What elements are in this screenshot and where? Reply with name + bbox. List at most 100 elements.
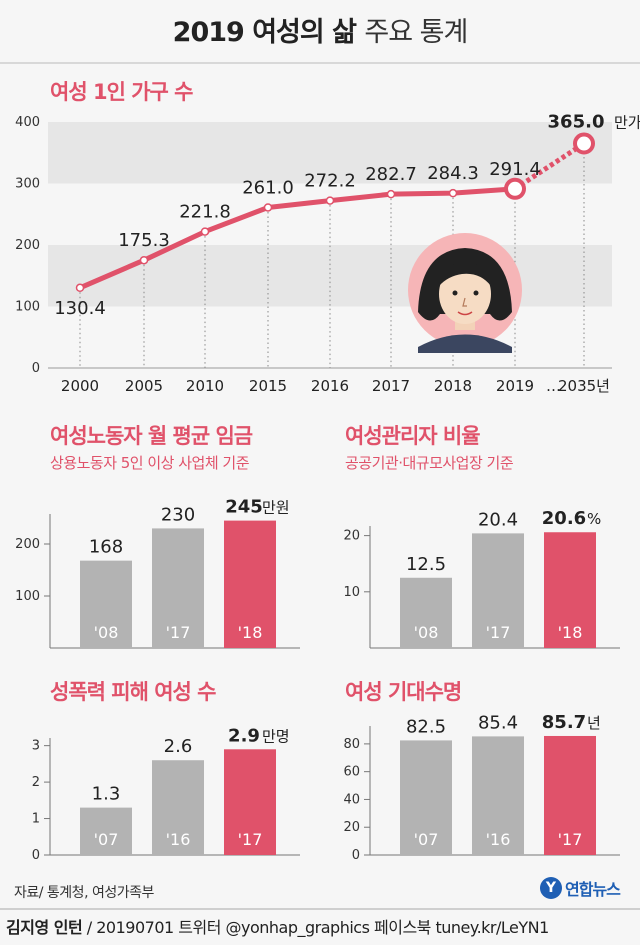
managers-title: 여성관리자 비율 <box>345 424 481 448</box>
y-tick-label: 400 <box>15 115 40 130</box>
face-shape <box>439 264 491 324</box>
y-tick-label: 100 <box>15 300 40 315</box>
series-line <box>77 186 518 291</box>
x-tick-label: 2010 <box>186 377 224 395</box>
title-light: 주요 통계 <box>364 17 468 48</box>
bar <box>224 749 276 855</box>
nose <box>462 297 467 307</box>
value-label: 230 <box>161 504 195 525</box>
footer-divider <box>0 908 640 910</box>
x-tick-label: 2016 <box>311 377 349 395</box>
y-tick-label: 2 <box>32 775 40 790</box>
y-tick-label: 0 <box>32 361 40 376</box>
value-label: 20.6 <box>542 508 586 529</box>
value-label: 175.3 <box>118 230 170 251</box>
x-tick-label: 2000 <box>61 377 99 395</box>
value-label: 168 <box>89 537 123 558</box>
y-tick-label: 1 <box>32 812 40 827</box>
x-tick-label: 2015 <box>249 377 287 395</box>
bar <box>152 760 204 855</box>
data-point <box>325 196 335 205</box>
managers-bar-chart: 10 20 12.5 '08 20.4 '17 20.6 % '18 <box>343 508 620 649</box>
y-tick-label: 300 <box>15 177 40 192</box>
data-point <box>386 189 396 199</box>
value-label: 85.7 <box>542 712 586 733</box>
value-label: 365.0 <box>548 112 605 133</box>
data-point-large <box>504 177 526 200</box>
data-point <box>200 227 210 236</box>
bar <box>80 560 132 648</box>
bar <box>544 735 596 855</box>
bar <box>472 533 524 648</box>
value-label: 245 <box>225 497 263 518</box>
category-label: '17 <box>166 623 191 642</box>
bar <box>544 532 596 648</box>
value-label: 82.5 <box>406 716 446 737</box>
x-axis-ellipsis: … <box>546 377 561 395</box>
value-label: 85.4 <box>478 712 518 733</box>
page-title: 2019 여성의 삶 주요 통계 <box>0 10 640 49</box>
y-tick-label: 3 <box>32 739 40 754</box>
yonhap-logo: Y 연합뉴스 <box>540 876 621 900</box>
violence-bar-chart: 0 1 2 3 1.3 '07 2.6 '16 2.9 만명 '17 <box>32 725 300 863</box>
credit-line: 김지영 인턴 / 20190701 트위터 @yonhap_graphics 페… <box>6 914 549 938</box>
y-tick-label: 200 <box>15 238 40 253</box>
right-eye <box>473 290 479 296</box>
category-label: '16 <box>486 830 511 849</box>
y-tick-label: 0 <box>352 848 360 863</box>
x-tick-label: 2005 <box>125 377 163 395</box>
grid-band <box>48 245 612 307</box>
left-eye <box>452 290 458 296</box>
life-bar-chart: 0 20 40 60 80 82.5 '07 85.4 '16 85.7 년 '17 <box>343 712 620 863</box>
violence-title: 성폭력 피해 여성 수 <box>50 680 216 704</box>
value-label: 2.6 <box>164 736 193 757</box>
category-label: '07 <box>414 830 439 849</box>
woman-face-icon <box>408 233 522 353</box>
y-tick-label: 10 <box>343 585 360 600</box>
value-label: 12.5 <box>406 554 446 575</box>
x-tick-label: 2017 <box>372 377 410 395</box>
value-unit: % <box>587 510 601 528</box>
households-title: 여성 1인 가구 수 <box>50 80 193 104</box>
value-label: 282.7 <box>365 164 417 185</box>
wage-subtitle: 상용노동자 5인 이상 사업체 기준 <box>50 454 250 472</box>
y-tick-label: 20 <box>343 820 360 835</box>
data-point <box>139 255 149 265</box>
shoulders-shape <box>418 334 512 353</box>
category-label: '07 <box>94 830 119 849</box>
bar <box>152 528 204 648</box>
y-tick-label: 0 <box>32 848 40 863</box>
value-label: 261.0 <box>242 177 294 198</box>
value-label: 291.4 <box>489 159 541 180</box>
data-point <box>75 283 85 293</box>
bar <box>224 520 276 648</box>
grid-band <box>48 122 612 184</box>
x-tick-label: 2019 <box>496 377 534 395</box>
bar <box>400 577 452 648</box>
category-label: '17 <box>486 623 511 642</box>
logo-text: 연합뉴스 <box>565 880 621 899</box>
logo-mark-icon: Y <box>540 877 562 899</box>
data-point <box>263 203 273 212</box>
households-line-chart: 0 100 200 300 400 130.4 175.3 221.8 261.0 272.2 28… <box>15 112 640 395</box>
data-point-large <box>573 132 595 155</box>
data-point <box>448 188 458 198</box>
mouth <box>457 311 473 316</box>
source-note: 자료/ 통계청, 여성가족부 <box>14 885 154 901</box>
category-label: '08 <box>414 623 439 642</box>
value-unit: 만명 <box>262 727 290 745</box>
value-label: 221.8 <box>179 202 231 223</box>
y-tick-label: 20 <box>343 529 360 544</box>
value-unit: 만원 <box>262 499 290 517</box>
y-tick-label: 60 <box>343 765 360 780</box>
bangs-shape <box>439 261 491 286</box>
category-label: '18 <box>558 623 583 642</box>
wage-bar-chart: 100 200 168 '08 230 '17 245 만원 '18 <box>15 497 300 649</box>
credit-rest: / 20190701 트위터 @yonhap_graphics 페이스북 tun… <box>86 918 550 937</box>
x-tick-label: 2035년 <box>558 377 610 395</box>
value-label: 1.3 <box>92 784 121 805</box>
value-label: 284.3 <box>427 163 479 184</box>
title-bold: 2019 여성의 삶 <box>172 17 357 48</box>
value-unit: 만가구 <box>614 114 640 132</box>
